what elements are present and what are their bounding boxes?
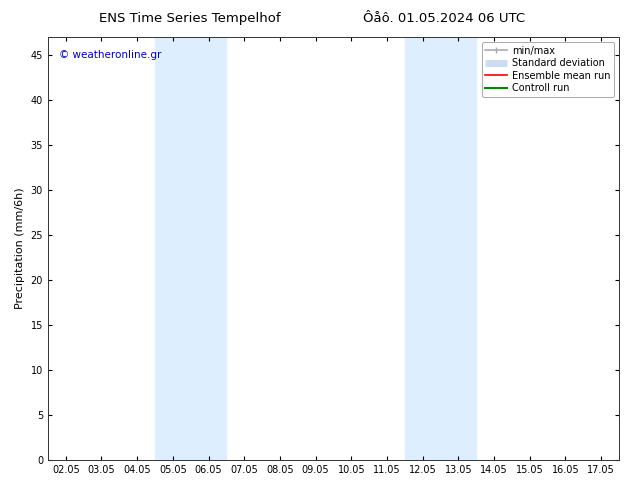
Legend: min/max, Standard deviation, Ensemble mean run, Controll run: min/max, Standard deviation, Ensemble me… [482, 42, 614, 97]
Text: ENS Time Series Tempelhof: ENS Time Series Tempelhof [100, 12, 281, 25]
Text: Ôåô. 01.05.2024 06 UTC: Ôåô. 01.05.2024 06 UTC [363, 12, 525, 25]
Bar [155, 37, 226, 460]
Text: © weatheronline.gr: © weatheronline.gr [60, 50, 162, 60]
Y-axis label: Precipitation (mm/6h): Precipitation (mm/6h) [15, 188, 25, 309]
Bar [405, 37, 476, 460]
